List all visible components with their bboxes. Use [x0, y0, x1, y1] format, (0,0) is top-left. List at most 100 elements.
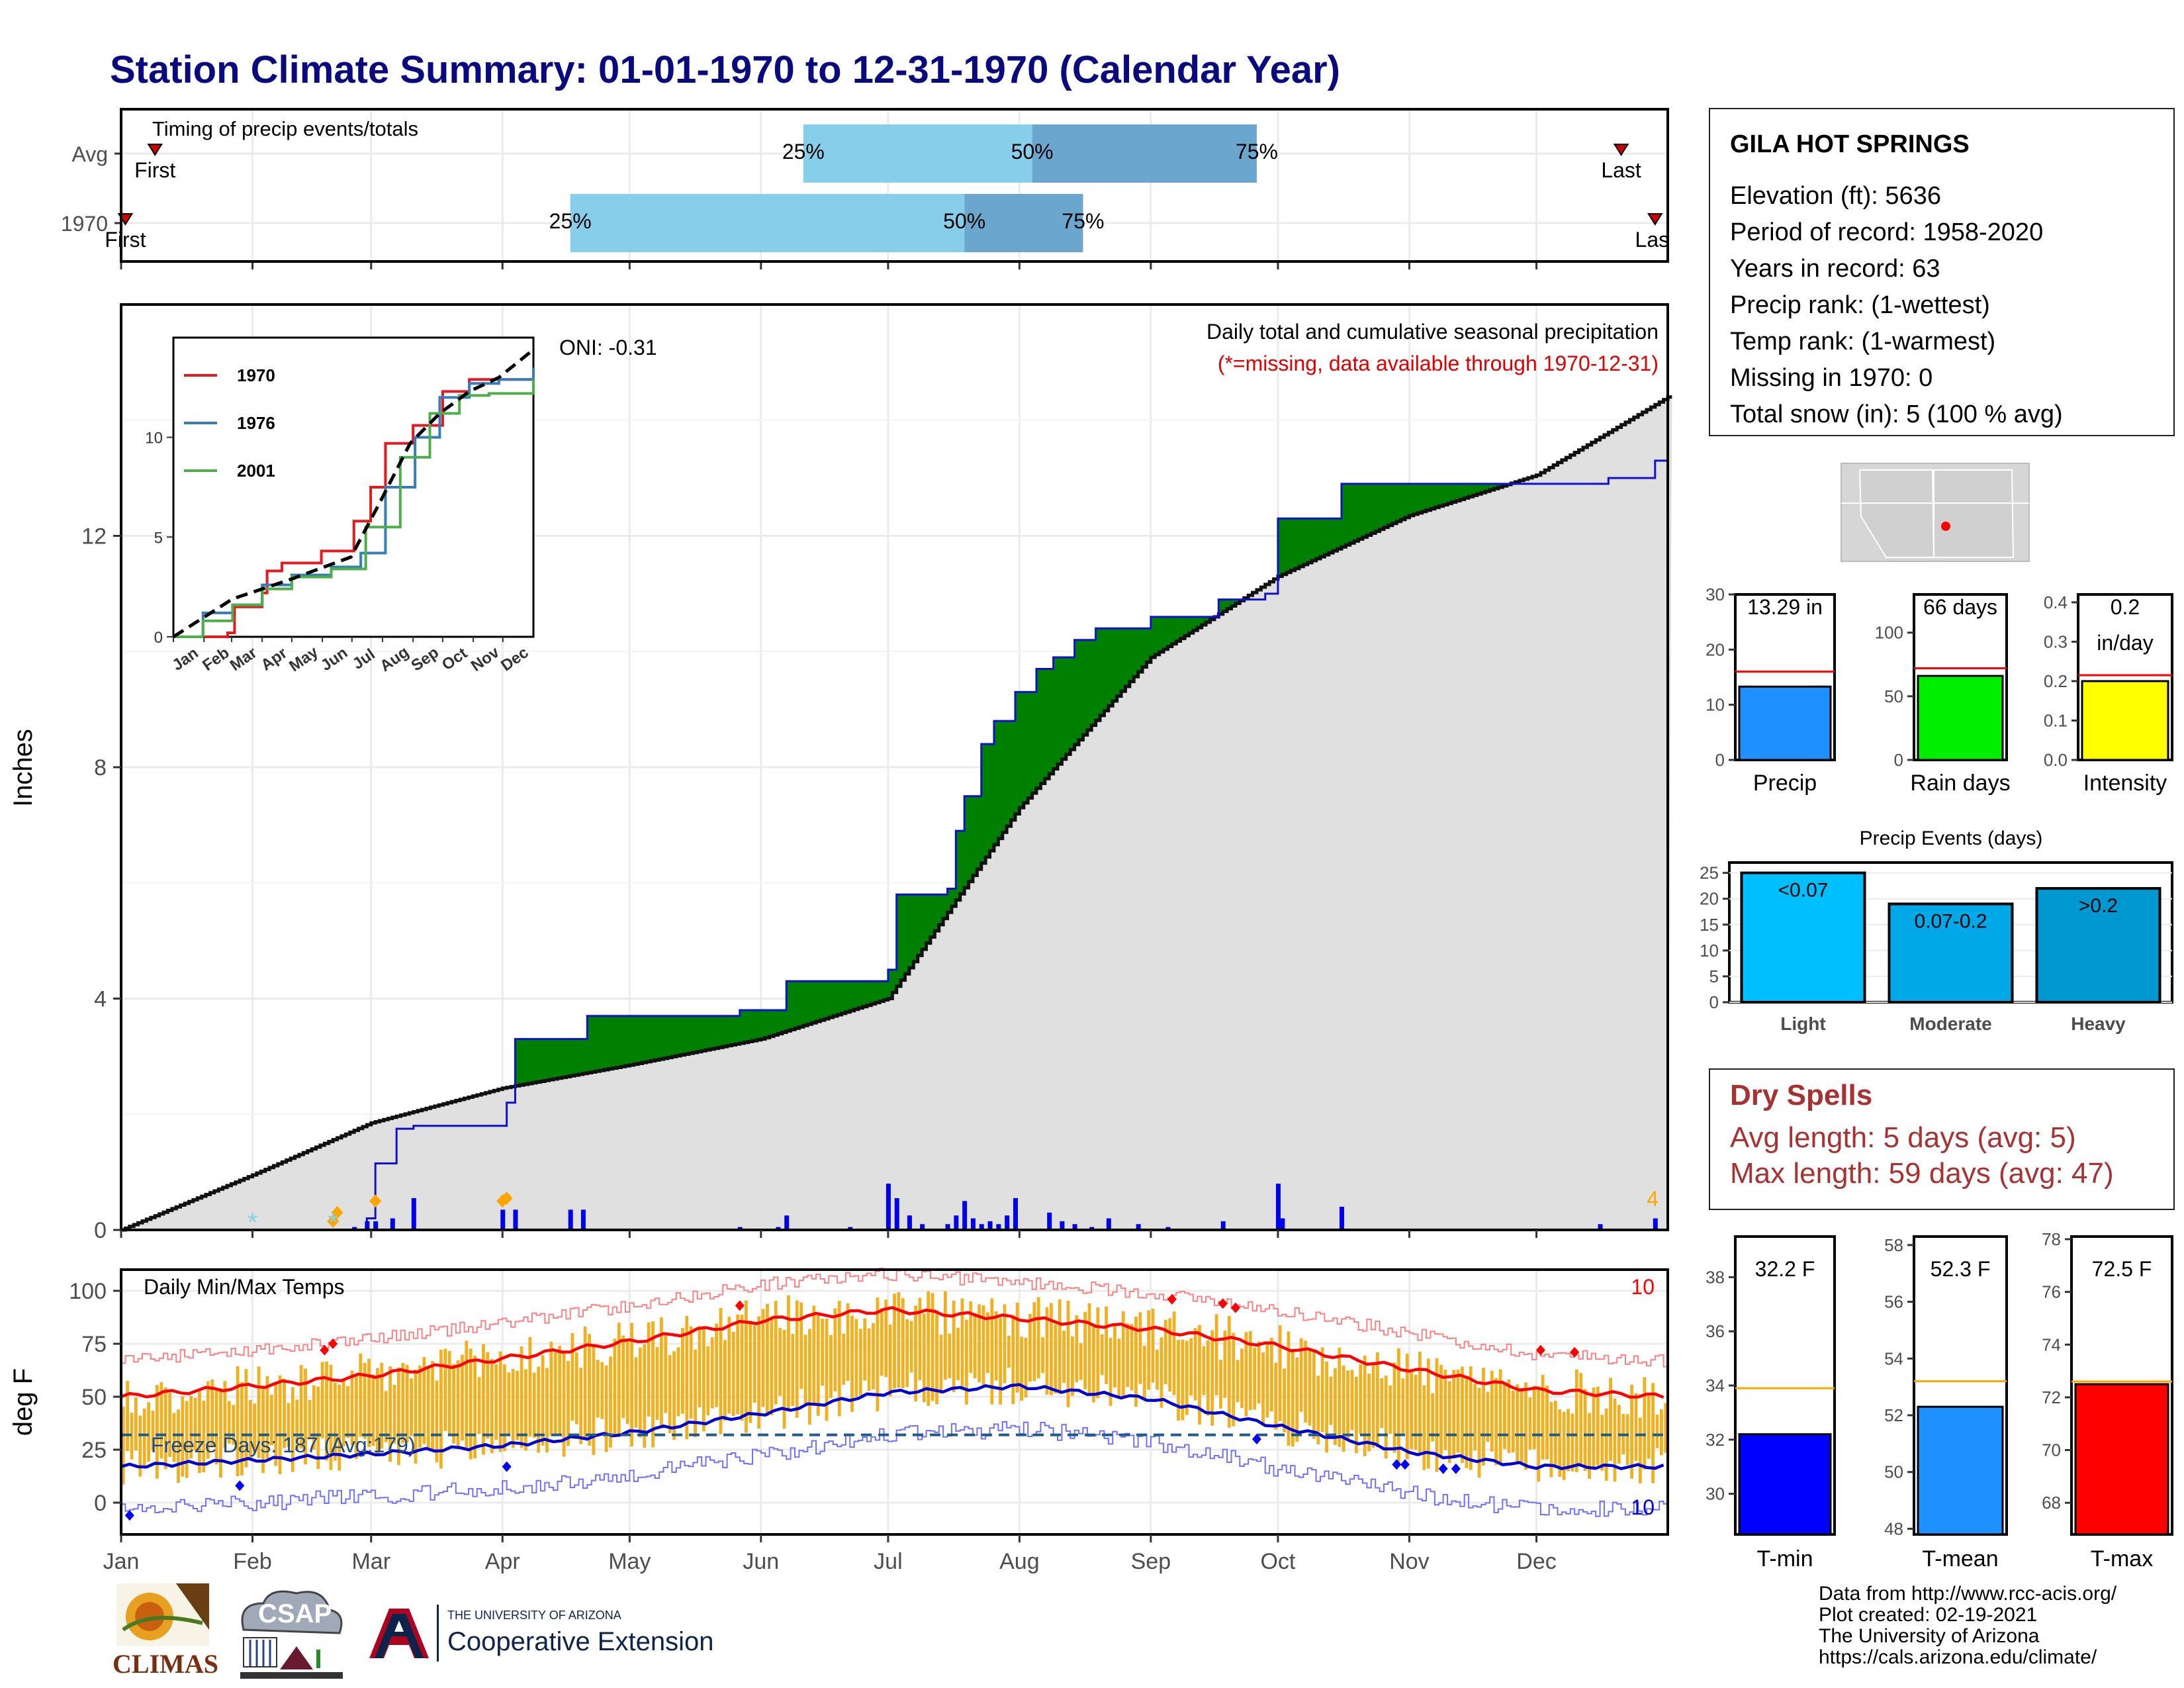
wet-departure — [536, 1039, 541, 1082]
daily-temp-bar — [698, 1326, 702, 1408]
wet-departure — [1044, 669, 1050, 779]
record-low-marker — [1451, 1463, 1461, 1474]
wet-departure — [1388, 483, 1393, 526]
wet-departure — [545, 1039, 550, 1081]
daily-temp-bar — [1181, 1339, 1185, 1421]
daily-temp-bar — [1007, 1335, 1011, 1368]
wet-departure — [1167, 616, 1173, 647]
temp-summary-ytick-label: 30 — [1706, 1484, 1725, 1504]
wet-departure — [880, 981, 885, 1002]
daily-temp-bar — [1507, 1379, 1511, 1453]
record-high-marker — [1218, 1298, 1228, 1309]
daily-temp-bar — [630, 1323, 633, 1447]
wet-departure — [1409, 483, 1414, 516]
wet-departure — [1494, 483, 1499, 489]
wet-departure — [1298, 518, 1304, 567]
wet-departure — [659, 1015, 664, 1060]
wet-departure — [884, 981, 889, 1000]
inset-legend-label-1976: 1976 — [237, 413, 275, 433]
daily-temp-bar — [1151, 1308, 1155, 1383]
daily-temp-bar — [1592, 1387, 1596, 1470]
wet-departure — [866, 981, 872, 1006]
daily-temp-bar — [893, 1293, 896, 1389]
daily-temp-bar — [1333, 1368, 1337, 1445]
wet-departure — [574, 1039, 580, 1076]
daily-temp-bar — [685, 1315, 689, 1440]
tmax-average-line — [120, 1306, 1664, 1399]
ua-logo-small-text: THE UNIVERSITY OF ARIZONA — [447, 1609, 621, 1622]
temp-summary-ytick-label: 38 — [1706, 1267, 1725, 1287]
ua-a-logo-mark — [369, 1609, 429, 1658]
wet-departure — [1455, 483, 1461, 501]
wet-departure — [778, 1009, 783, 1034]
daily-temp-bar — [545, 1368, 549, 1453]
wet-departure — [1062, 657, 1067, 759]
daily-temp-bar — [574, 1352, 578, 1425]
daily-temp-bar — [655, 1346, 659, 1420]
wet-departure — [765, 1009, 770, 1038]
temperature-panel: Daily Min/Max Temps Freeze Days: 187 (Avg… — [9, 1268, 1669, 1574]
wet-departure — [1113, 628, 1118, 701]
wet-departure — [769, 1009, 774, 1037]
daily-temp-bar — [1087, 1303, 1091, 1395]
daily-temp-bar — [1036, 1297, 1040, 1379]
month-label: Oct — [1260, 1549, 1295, 1574]
daily-temp-bar — [1316, 1376, 1320, 1444]
station-name: GILA HOT SPRINGS — [1730, 130, 1970, 158]
daily-temp-bar — [1075, 1315, 1079, 1382]
daily-temp-bar — [715, 1323, 718, 1407]
daily-precip-bar — [979, 1224, 984, 1230]
daily-temp-bar — [316, 1386, 320, 1470]
wet-departure — [896, 894, 901, 986]
month-label: May — [608, 1549, 651, 1574]
inset-legend-label-2001: 2001 — [237, 461, 275, 481]
daily-temp-bar — [1168, 1318, 1172, 1392]
daily-temp-bar — [1257, 1341, 1261, 1404]
summary-ytick-label: 10 — [1706, 695, 1725, 715]
daily-temp-bar — [897, 1291, 901, 1388]
temp-summary-value-label: 32.2 F — [1755, 1257, 1815, 1281]
temp-ytick-label: 25 — [81, 1438, 107, 1463]
daily-temp-bar — [613, 1338, 617, 1436]
daily-temp-bar — [172, 1413, 176, 1462]
daily-temp-bar — [1283, 1368, 1286, 1432]
wet-departure — [1418, 483, 1423, 513]
wet-departure — [1413, 483, 1418, 514]
station-snow: Total snow (in): 5 (100 % avg) — [1730, 400, 2063, 428]
wet-departure — [1163, 616, 1169, 649]
wet-departure — [617, 1015, 622, 1068]
daily-temp-bar — [363, 1362, 367, 1439]
wet-departure — [922, 894, 927, 950]
daily-temp-bar — [1227, 1315, 1231, 1428]
daily-temp-bar — [1583, 1389, 1587, 1471]
wet-departure — [1100, 628, 1105, 716]
wet-departure — [887, 969, 893, 999]
daily-temp-bar — [740, 1314, 744, 1421]
wet-departure — [816, 981, 821, 1022]
wet-departure — [1129, 628, 1134, 682]
record-high-marker — [1535, 1344, 1545, 1356]
daily-temp-bar — [757, 1316, 761, 1429]
daily-temp-bar — [329, 1364, 333, 1470]
wet-departure — [731, 1015, 736, 1045]
wet-departure — [1434, 483, 1439, 508]
wet-departure — [862, 981, 868, 1007]
credit-url: https://cals.arizona.edu/climate/ — [1819, 1646, 2097, 1668]
wet-departure — [1354, 483, 1359, 541]
daily-temp-bar — [1524, 1382, 1527, 1470]
daily-temp-bar — [375, 1368, 379, 1456]
daily-temp-bar — [1142, 1346, 1146, 1399]
daily-temp-bar — [850, 1315, 854, 1413]
wet-departure — [1091, 639, 1097, 726]
daily-temp-bar — [1066, 1301, 1070, 1407]
wet-departure — [1193, 616, 1198, 631]
wet-departure — [1066, 657, 1071, 755]
wet-departure — [1058, 657, 1063, 765]
daily-precip-bar — [1106, 1218, 1111, 1230]
summary-bar — [1917, 675, 2004, 761]
daily-temp-bar — [651, 1321, 655, 1448]
daily-temp-bar — [647, 1322, 651, 1417]
wet-departure — [1328, 518, 1334, 553]
csap-logo-mark — [240, 1590, 343, 1679]
wet-departure — [1363, 483, 1368, 538]
